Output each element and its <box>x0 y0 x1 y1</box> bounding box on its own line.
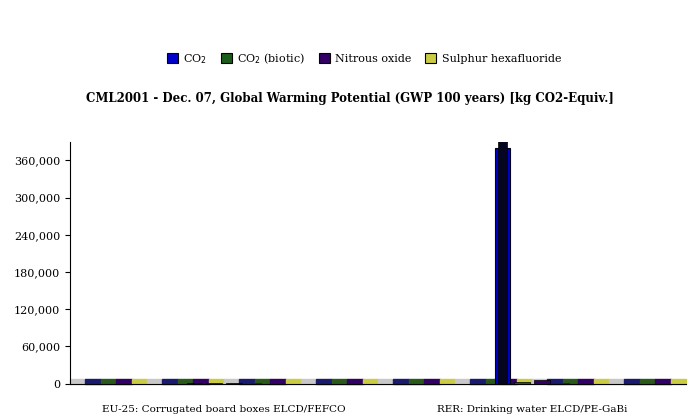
Bar <box>286 379 301 384</box>
Bar <box>470 379 486 384</box>
Bar <box>455 379 470 384</box>
Bar <box>498 139 507 384</box>
Bar <box>424 379 440 384</box>
Bar <box>409 379 424 384</box>
Bar <box>347 379 363 384</box>
Legend: CO$_2$, CO$_2$ (biotic), Nitrous oxide, Sulphur hexafluoride: CO$_2$, CO$_2$ (biotic), Nitrous oxide, … <box>162 47 566 70</box>
Bar <box>440 379 455 384</box>
Bar <box>101 379 116 384</box>
Bar <box>193 379 209 384</box>
Bar <box>624 379 640 384</box>
Bar <box>187 383 202 384</box>
Bar <box>671 379 686 384</box>
Bar <box>547 379 563 384</box>
Bar <box>147 379 162 384</box>
Bar <box>495 148 510 384</box>
Text: RER: Drinking water ELCD/PE-GaBi: RER: Drinking water ELCD/PE-GaBi <box>437 405 627 414</box>
Bar <box>578 379 594 384</box>
Bar <box>316 379 332 384</box>
Bar <box>116 379 132 384</box>
Bar <box>554 383 569 384</box>
Bar <box>609 379 624 384</box>
Bar <box>332 379 347 384</box>
Bar <box>224 379 239 384</box>
Bar <box>501 379 517 384</box>
Bar <box>594 379 609 384</box>
Bar <box>85 379 101 384</box>
Bar <box>378 379 393 384</box>
Bar <box>255 379 270 384</box>
Bar <box>270 379 286 384</box>
Bar <box>363 379 378 384</box>
Bar <box>209 379 224 384</box>
Bar <box>640 379 655 384</box>
Text: CML2001 - Dec. 07, Global Warming Potential (GWP 100 years) [kg CO2-Equiv.]: CML2001 - Dec. 07, Global Warming Potent… <box>86 92 614 105</box>
Bar <box>486 379 501 384</box>
Bar <box>514 382 530 384</box>
Bar <box>206 383 222 384</box>
Bar <box>534 380 550 384</box>
Bar <box>70 379 85 384</box>
Bar <box>301 379 316 384</box>
Bar <box>655 379 671 384</box>
Bar <box>162 379 178 384</box>
Bar <box>178 379 193 384</box>
Bar <box>563 379 578 384</box>
Bar <box>239 379 255 384</box>
Bar <box>532 379 547 384</box>
Bar <box>132 379 147 384</box>
Bar <box>517 379 532 384</box>
Bar <box>393 379 409 384</box>
Text: EU-25: Corrugated board boxes ELCD/FEFCO: EU-25: Corrugated board boxes ELCD/FEFCO <box>102 405 346 414</box>
